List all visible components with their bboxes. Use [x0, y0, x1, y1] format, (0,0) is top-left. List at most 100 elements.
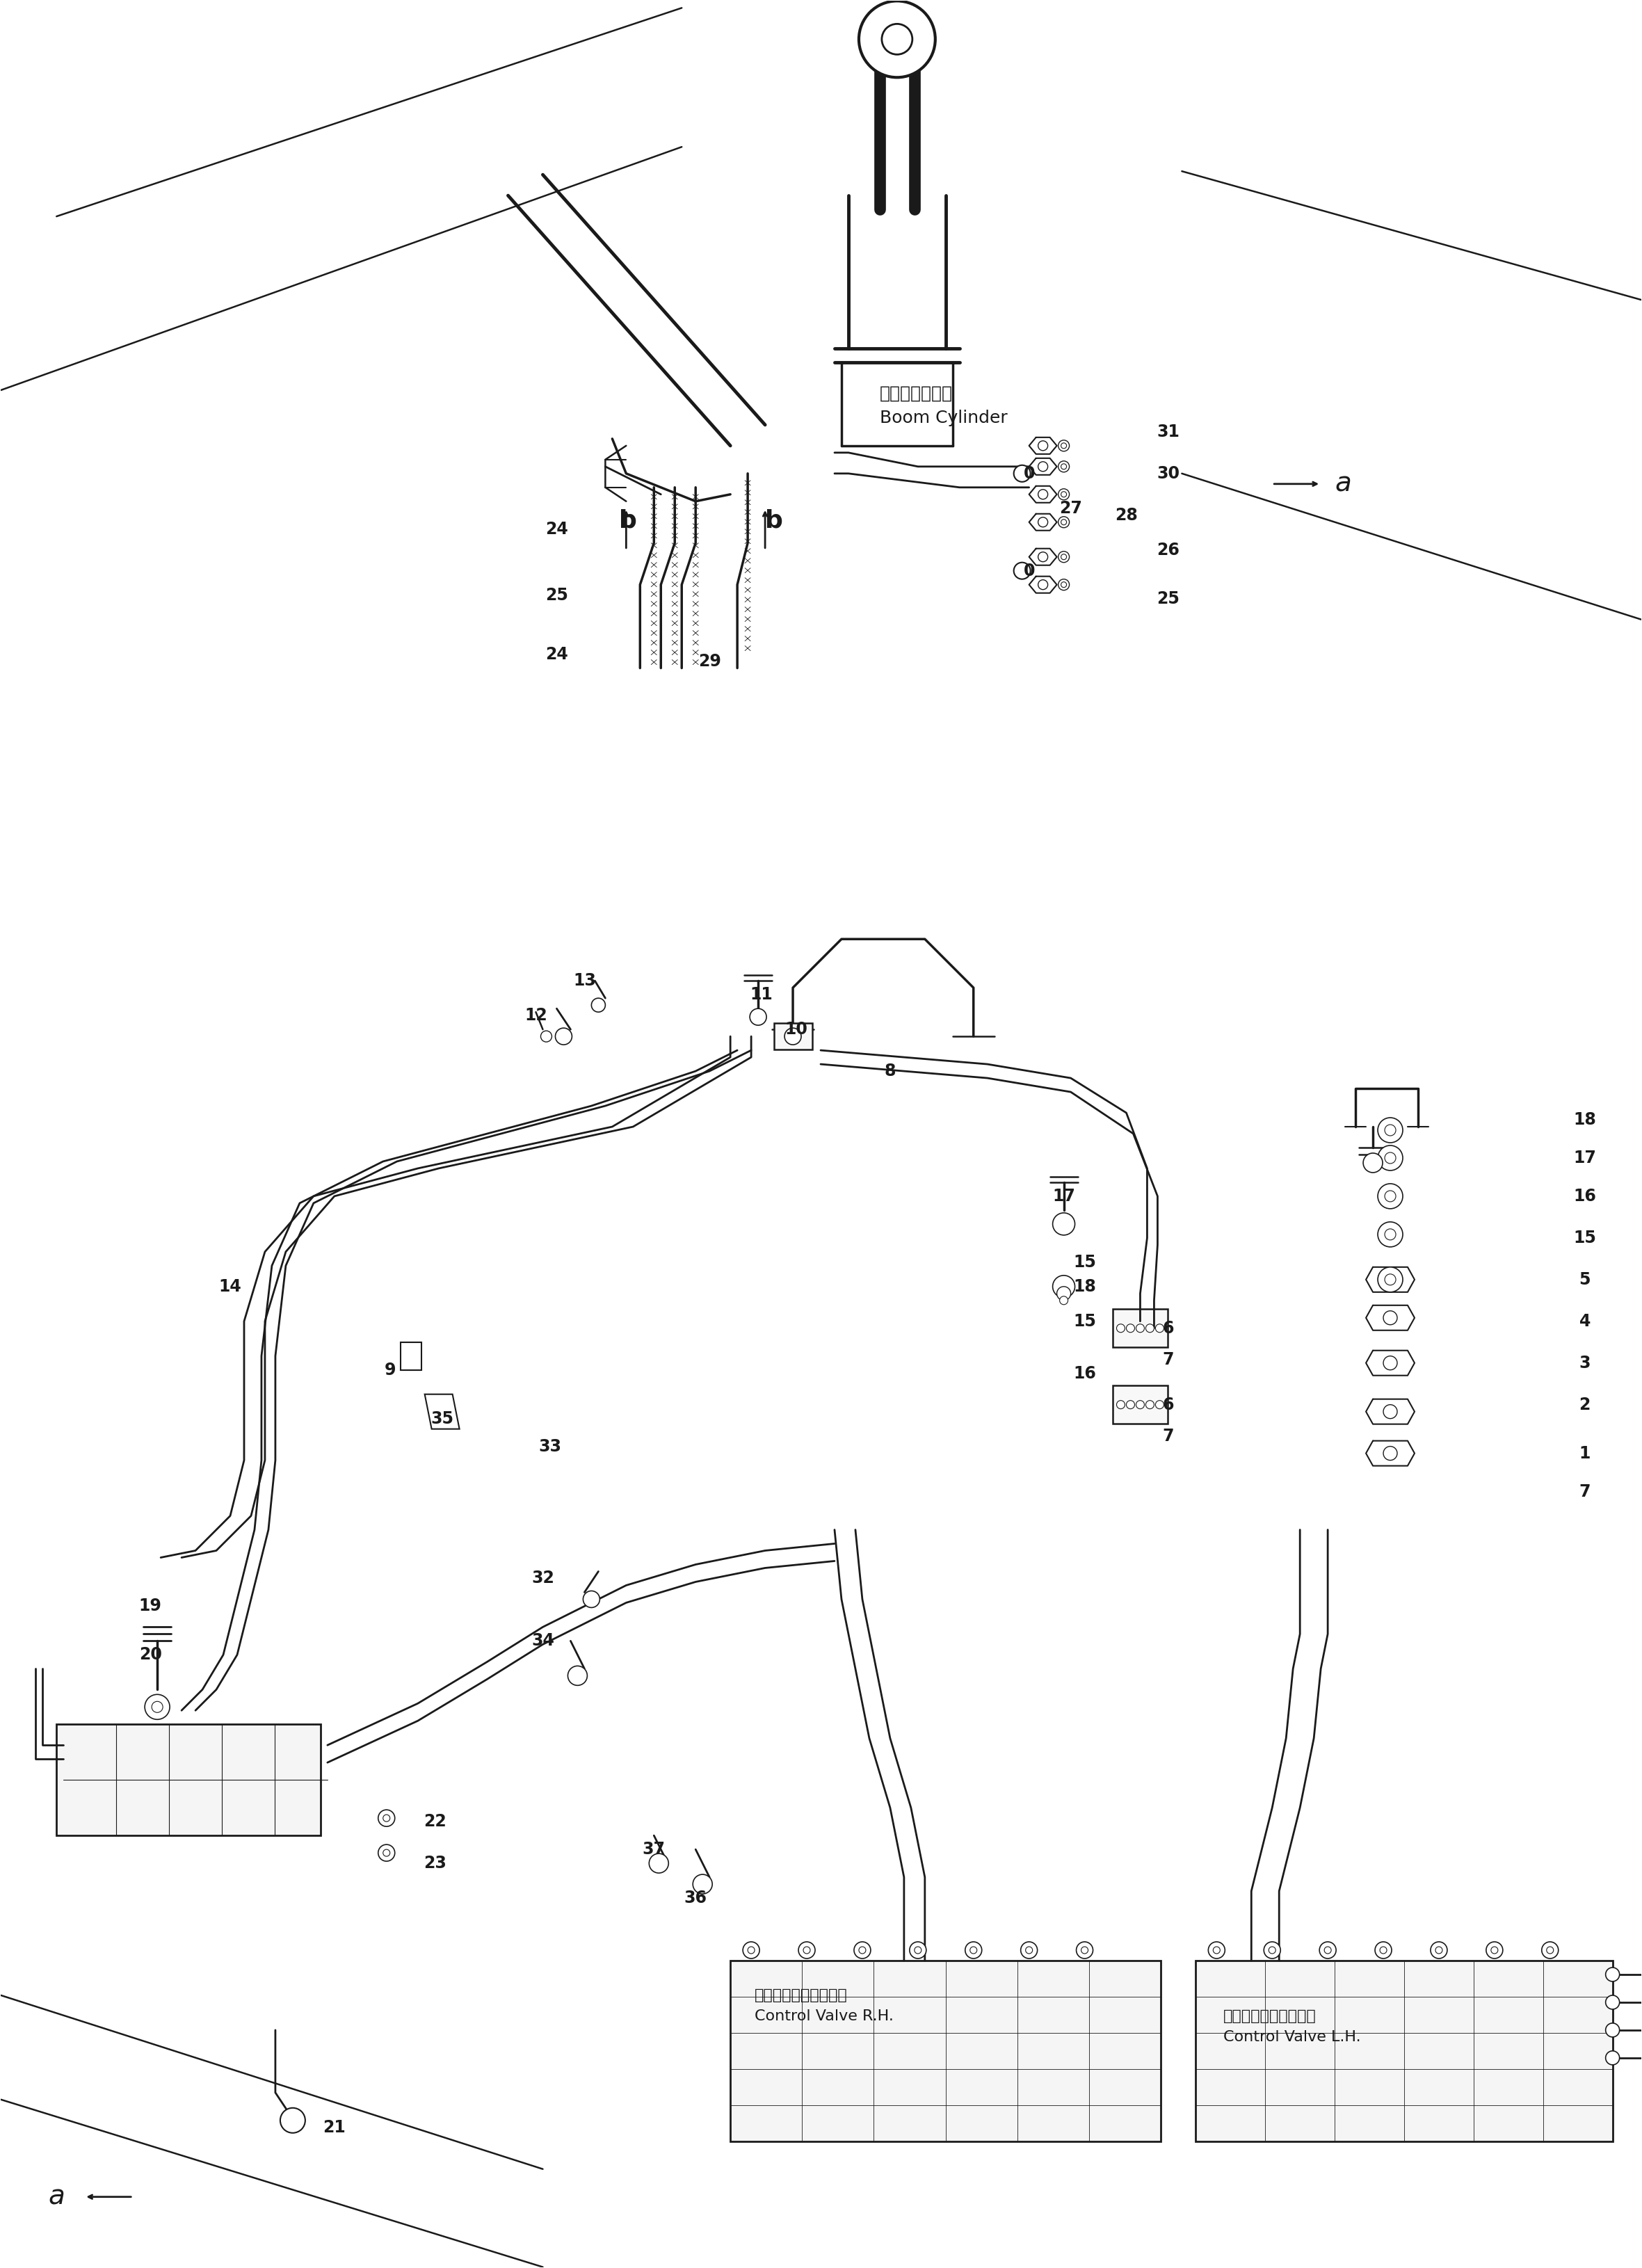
Text: 16: 16 — [1074, 1365, 1097, 1381]
Text: コントロールバルブ左: コントロールバルブ左 — [1223, 2009, 1317, 2023]
Bar — [773, 1023, 813, 1050]
Circle shape — [1146, 1402, 1154, 1408]
Text: 19: 19 — [140, 1599, 163, 1615]
Circle shape — [1383, 1447, 1397, 1461]
Circle shape — [1320, 1941, 1337, 1960]
Circle shape — [882, 25, 913, 54]
Circle shape — [1606, 2050, 1619, 2064]
Text: 14: 14 — [218, 1279, 241, 1295]
Circle shape — [1038, 551, 1048, 562]
Text: 17: 17 — [1573, 1150, 1596, 1166]
Bar — [1195, 1960, 1612, 2141]
Circle shape — [378, 1810, 394, 1826]
Circle shape — [1059, 1297, 1067, 1304]
Text: 30: 30 — [1156, 465, 1179, 481]
Text: 15: 15 — [1074, 1254, 1097, 1270]
Circle shape — [1547, 1946, 1553, 1953]
Text: 37: 37 — [642, 1842, 665, 1857]
Text: 26: 26 — [1156, 542, 1179, 558]
Text: Boom Cylinder: Boom Cylinder — [880, 411, 1008, 426]
Circle shape — [1013, 465, 1031, 481]
Circle shape — [803, 1946, 810, 1953]
Circle shape — [378, 1844, 394, 1862]
Circle shape — [649, 1853, 668, 1873]
Circle shape — [742, 1941, 760, 1960]
Circle shape — [1383, 1356, 1397, 1370]
Circle shape — [591, 998, 606, 1012]
Text: 3: 3 — [1580, 1354, 1591, 1372]
Circle shape — [1606, 2023, 1619, 2037]
Circle shape — [1021, 1941, 1038, 1960]
Text: 24: 24 — [545, 522, 568, 538]
Bar — [1112, 1309, 1167, 1347]
Circle shape — [1430, 1941, 1447, 1960]
Circle shape — [1606, 1996, 1619, 2009]
Circle shape — [785, 1027, 801, 1046]
Text: Control Valve L.H.: Control Valve L.H. — [1223, 2030, 1361, 2043]
Text: a: a — [48, 2184, 64, 2209]
Bar — [401, 1343, 422, 1370]
Text: 2: 2 — [1580, 1397, 1591, 1413]
Circle shape — [1606, 1969, 1619, 1982]
Polygon shape — [425, 1395, 460, 1429]
Text: 25: 25 — [1156, 590, 1179, 608]
Circle shape — [1383, 1311, 1397, 1325]
Text: Control Valve R.H.: Control Valve R.H. — [755, 2009, 893, 2023]
Circle shape — [1378, 1222, 1402, 1247]
Text: 11: 11 — [750, 987, 773, 1002]
Circle shape — [854, 1941, 870, 1960]
Circle shape — [1057, 460, 1069, 472]
Circle shape — [1038, 517, 1048, 526]
Bar — [1112, 1386, 1167, 1424]
Text: b: b — [765, 508, 783, 533]
Text: 7: 7 — [1163, 1427, 1174, 1445]
Circle shape — [1384, 1229, 1396, 1241]
Circle shape — [910, 1941, 926, 1960]
Circle shape — [859, 0, 936, 77]
Text: 25: 25 — [545, 587, 568, 603]
Text: 18: 18 — [1573, 1111, 1596, 1127]
Circle shape — [1378, 1268, 1402, 1293]
Circle shape — [1384, 1125, 1396, 1136]
Circle shape — [1061, 583, 1067, 587]
Circle shape — [383, 1848, 389, 1855]
Text: 9: 9 — [384, 1361, 396, 1379]
Text: 5: 5 — [1580, 1272, 1591, 1288]
Circle shape — [1061, 519, 1067, 524]
Text: 21: 21 — [323, 2118, 346, 2136]
Text: 34: 34 — [532, 1633, 555, 1649]
Text: b: b — [619, 508, 637, 533]
Circle shape — [970, 1946, 977, 1953]
Text: 23: 23 — [424, 1855, 447, 1871]
Circle shape — [1038, 463, 1048, 472]
Circle shape — [1053, 1213, 1076, 1236]
Circle shape — [750, 1009, 767, 1025]
Text: 22: 22 — [424, 1812, 447, 1830]
Circle shape — [1136, 1325, 1144, 1331]
Circle shape — [1378, 1145, 1402, 1170]
Text: 1: 1 — [1580, 1445, 1591, 1461]
Text: 6: 6 — [1163, 1397, 1174, 1413]
Circle shape — [1491, 1946, 1498, 1953]
Text: 6: 6 — [1163, 1320, 1174, 1336]
Text: 28: 28 — [1115, 506, 1138, 524]
Circle shape — [859, 1946, 865, 1953]
Circle shape — [1061, 442, 1067, 449]
Circle shape — [1146, 1325, 1154, 1331]
Text: 32: 32 — [532, 1569, 555, 1588]
Circle shape — [1378, 1118, 1402, 1143]
Circle shape — [144, 1694, 169, 1719]
Circle shape — [1384, 1152, 1396, 1163]
Circle shape — [1383, 1272, 1397, 1286]
Circle shape — [1057, 578, 1069, 590]
Circle shape — [1156, 1325, 1164, 1331]
Circle shape — [1264, 1941, 1281, 1960]
Circle shape — [1080, 1946, 1089, 1953]
Circle shape — [583, 1590, 599, 1608]
Text: 0: 0 — [1023, 465, 1034, 481]
Circle shape — [1061, 492, 1067, 497]
Text: 24: 24 — [545, 646, 568, 662]
Circle shape — [1053, 1275, 1076, 1297]
Circle shape — [1269, 1946, 1276, 1953]
Text: 15: 15 — [1573, 1229, 1596, 1245]
